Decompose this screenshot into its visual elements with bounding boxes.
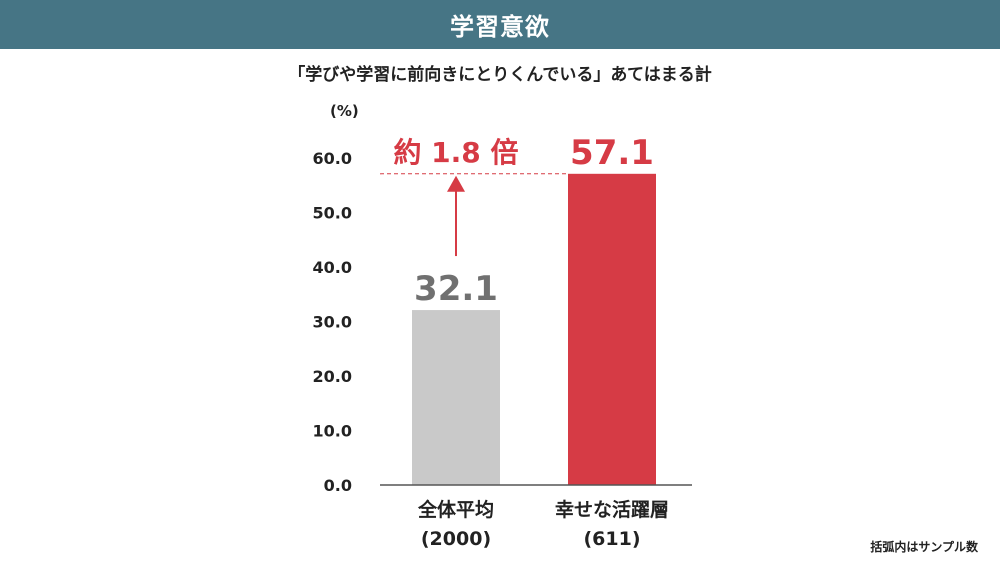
y-tick-label: 40.0	[313, 258, 352, 277]
y-tick-label: 0.0	[324, 476, 352, 495]
category-label: 幸せな活躍層	[555, 498, 669, 521]
y-tick-label: 10.0	[313, 422, 352, 441]
y-tick-label: 20.0	[313, 367, 352, 386]
ratio-annotation: 約 1.8 倍	[393, 136, 518, 169]
footnote: 括弧内はサンプル数	[870, 540, 978, 554]
bar-2	[568, 173, 656, 485]
chart-subtitle: 「学びや学習に前向きにとりくんでいる」あてはまる計	[288, 65, 712, 85]
y-tick-label: 60.0	[313, 149, 352, 168]
y-tick-label: 30.0	[313, 313, 352, 332]
category-label: 全体平均	[417, 498, 494, 521]
header-bar: 学習意欲	[0, 0, 1000, 49]
y-axis-unit: (%)	[330, 102, 359, 120]
arrow-up-icon	[447, 175, 465, 192]
value-label: 32.1	[414, 269, 498, 309]
category-sample-size: (611)	[583, 528, 640, 550]
value-label: 57.1	[570, 133, 654, 173]
category-sample-size: (2000)	[421, 528, 491, 550]
y-tick-label: 50.0	[313, 204, 352, 223]
bar-1	[412, 310, 500, 485]
header-title: 学習意欲	[450, 13, 550, 41]
